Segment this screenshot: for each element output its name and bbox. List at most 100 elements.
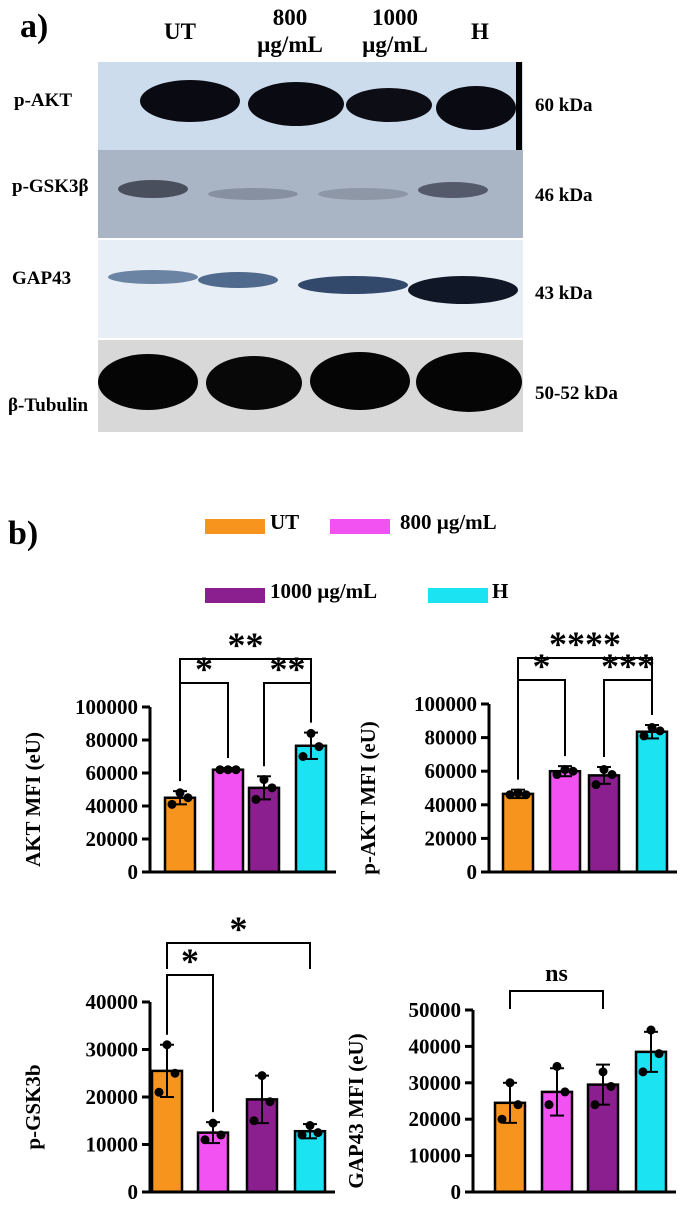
band	[416, 352, 522, 412]
data-point	[638, 1067, 648, 1077]
band	[140, 80, 240, 122]
data-point	[607, 770, 617, 780]
data-point	[223, 765, 233, 775]
significance-label: *	[195, 649, 213, 689]
data-point	[216, 1130, 226, 1140]
significance-bracket	[166, 974, 214, 1113]
legend-label-800: 800 µg/mL	[400, 510, 497, 534]
bar	[548, 769, 582, 874]
y-tick-label: 40000	[86, 990, 139, 1014]
data-point	[314, 742, 324, 752]
band	[318, 188, 408, 200]
y-tick-label: 10000	[86, 1133, 139, 1157]
legend-swatch-ut	[205, 519, 265, 534]
data-point	[598, 1067, 608, 1077]
y-tick-label: 30000	[409, 1071, 462, 1095]
kda-gap43: 43 kDa	[535, 283, 593, 304]
band	[346, 88, 432, 122]
data-point	[306, 728, 316, 738]
y-axis-label: GAP43 MFI (eU)	[344, 1033, 368, 1188]
legend-label-h: H	[492, 579, 509, 603]
y-tick-label: 30000	[86, 1038, 139, 1062]
y-tick-label: 40000	[409, 1034, 462, 1058]
y-axis-label: p-GSK3b	[21, 1064, 45, 1149]
data-point	[497, 1114, 507, 1124]
data-point	[590, 1100, 600, 1110]
data-point	[170, 1068, 180, 1078]
blot-p-akt	[98, 62, 523, 150]
significance-bracket	[509, 990, 604, 1009]
data-point	[513, 1100, 523, 1110]
significance-label: **	[270, 649, 306, 689]
significance-label: *	[533, 646, 551, 686]
data-point	[552, 770, 562, 780]
data-point	[647, 723, 657, 733]
y-tick-label: 0	[128, 1180, 139, 1204]
y-tick-label: 100000	[414, 692, 477, 716]
data-point	[231, 765, 241, 775]
data-point	[654, 1049, 664, 1059]
data-point	[267, 783, 277, 793]
significance-label: ns	[545, 961, 568, 987]
data-point	[655, 726, 665, 736]
significance-bracket	[166, 942, 311, 969]
kda-p-akt: 60 kDa	[535, 95, 593, 116]
band	[198, 272, 278, 288]
legend-label-ut: UT	[270, 510, 300, 534]
data-point	[183, 793, 193, 803]
y-tick-label: 20000	[409, 1107, 462, 1131]
blot-p-gsk3b	[98, 150, 523, 238]
data-point	[560, 765, 570, 775]
y-axis-label: AKT MFI (eU)	[21, 732, 45, 867]
data-point	[208, 1118, 218, 1128]
lane-label-ut: UT	[164, 19, 196, 44]
data-point	[215, 765, 225, 775]
data-point	[305, 1121, 315, 1130]
significance-bracket	[179, 658, 312, 685]
band	[206, 356, 302, 410]
data-point	[298, 752, 308, 761]
band	[98, 354, 198, 410]
significance-label: ****	[549, 624, 621, 664]
row-label-gap43: GAP43	[12, 268, 72, 289]
data-point	[154, 1087, 164, 1097]
data-point	[568, 766, 578, 776]
y-tick-label: 40000	[86, 794, 139, 818]
band	[436, 86, 516, 130]
bar	[163, 796, 197, 874]
y-tick-label: 20000	[86, 1085, 139, 1109]
row-label-b-tubulin: β-Tubulin	[8, 395, 89, 416]
legend-swatch-1000	[205, 588, 265, 603]
bar	[294, 744, 328, 874]
data-point	[200, 1135, 210, 1145]
y-tick-label: 100000	[75, 695, 138, 719]
band	[418, 182, 488, 198]
band	[108, 270, 198, 284]
data-point	[297, 1130, 307, 1140]
data-point	[313, 1128, 323, 1138]
band	[310, 352, 410, 410]
y-tick-label: 10000	[409, 1144, 462, 1168]
data-point	[646, 1025, 656, 1035]
data-point	[265, 1097, 275, 1107]
row-label-p-akt: p-AKT	[14, 90, 73, 111]
kda-b-tubulin: 50-52 kDa	[535, 383, 618, 404]
blot-b-tubulin	[98, 340, 523, 432]
data-point	[257, 1071, 267, 1081]
significance-bracket	[179, 682, 229, 782]
y-axis-label: p-AKT MFI (eU)	[356, 721, 380, 875]
data-point	[521, 790, 531, 800]
significance-label: **	[228, 625, 264, 665]
lane-label-h: H	[471, 19, 489, 44]
legend-swatch-h	[428, 588, 488, 603]
data-point	[259, 775, 269, 785]
significance-bracket	[603, 679, 653, 757]
y-tick-label: 0	[467, 860, 478, 884]
panel-a-label: a)	[20, 8, 49, 45]
significance-label: *	[230, 909, 248, 949]
bar	[211, 768, 245, 874]
significance-bracket	[517, 679, 566, 780]
band	[208, 188, 298, 200]
significance-label: ***	[601, 646, 655, 686]
